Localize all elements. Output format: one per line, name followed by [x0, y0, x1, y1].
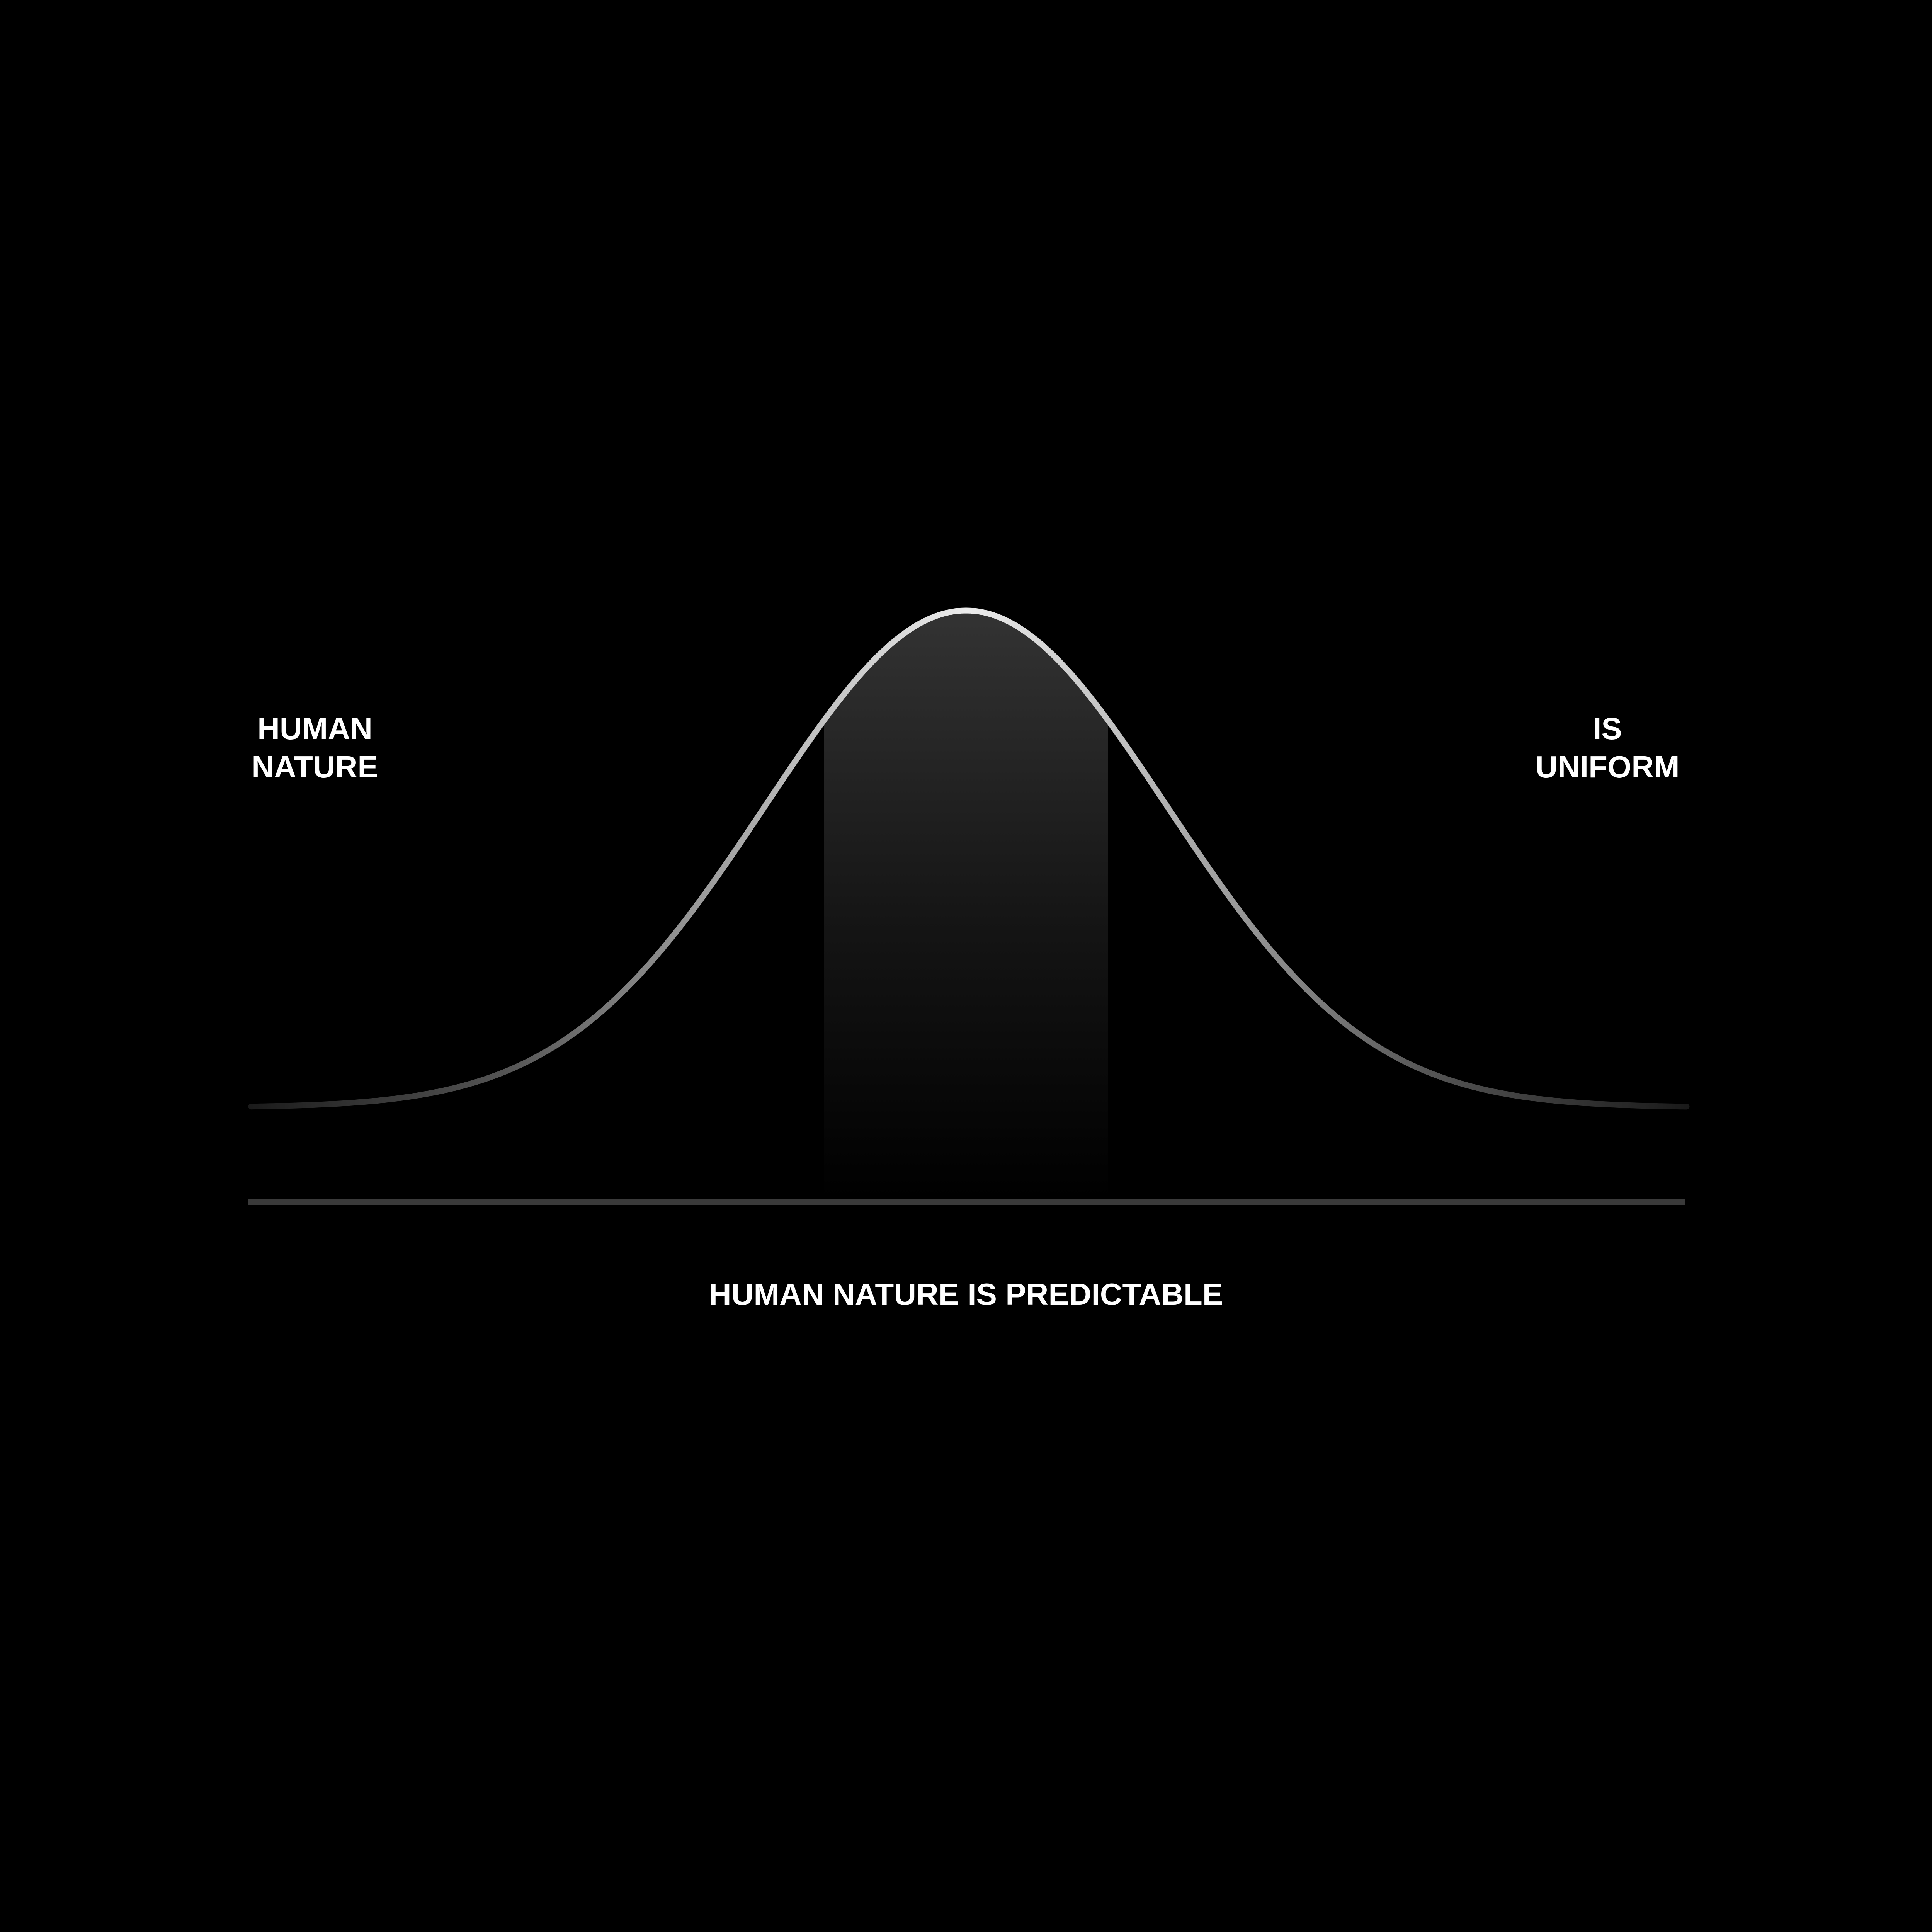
right-label-line-1: IS [1593, 711, 1622, 746]
right-label: IS UNIFORM [1511, 709, 1704, 786]
left-label-line-2: NATURE [252, 750, 378, 784]
bell-curve [248, 607, 1690, 1110]
central-band [824, 611, 1108, 1200]
right-label-line-2: UNIFORM [1535, 750, 1680, 784]
left-label-line-1: HUMAN [257, 711, 372, 746]
bottom-caption: HUMAN NATURE IS PREDICTABLE [709, 1277, 1223, 1311]
left-label: HUMAN NATURE [230, 709, 400, 786]
